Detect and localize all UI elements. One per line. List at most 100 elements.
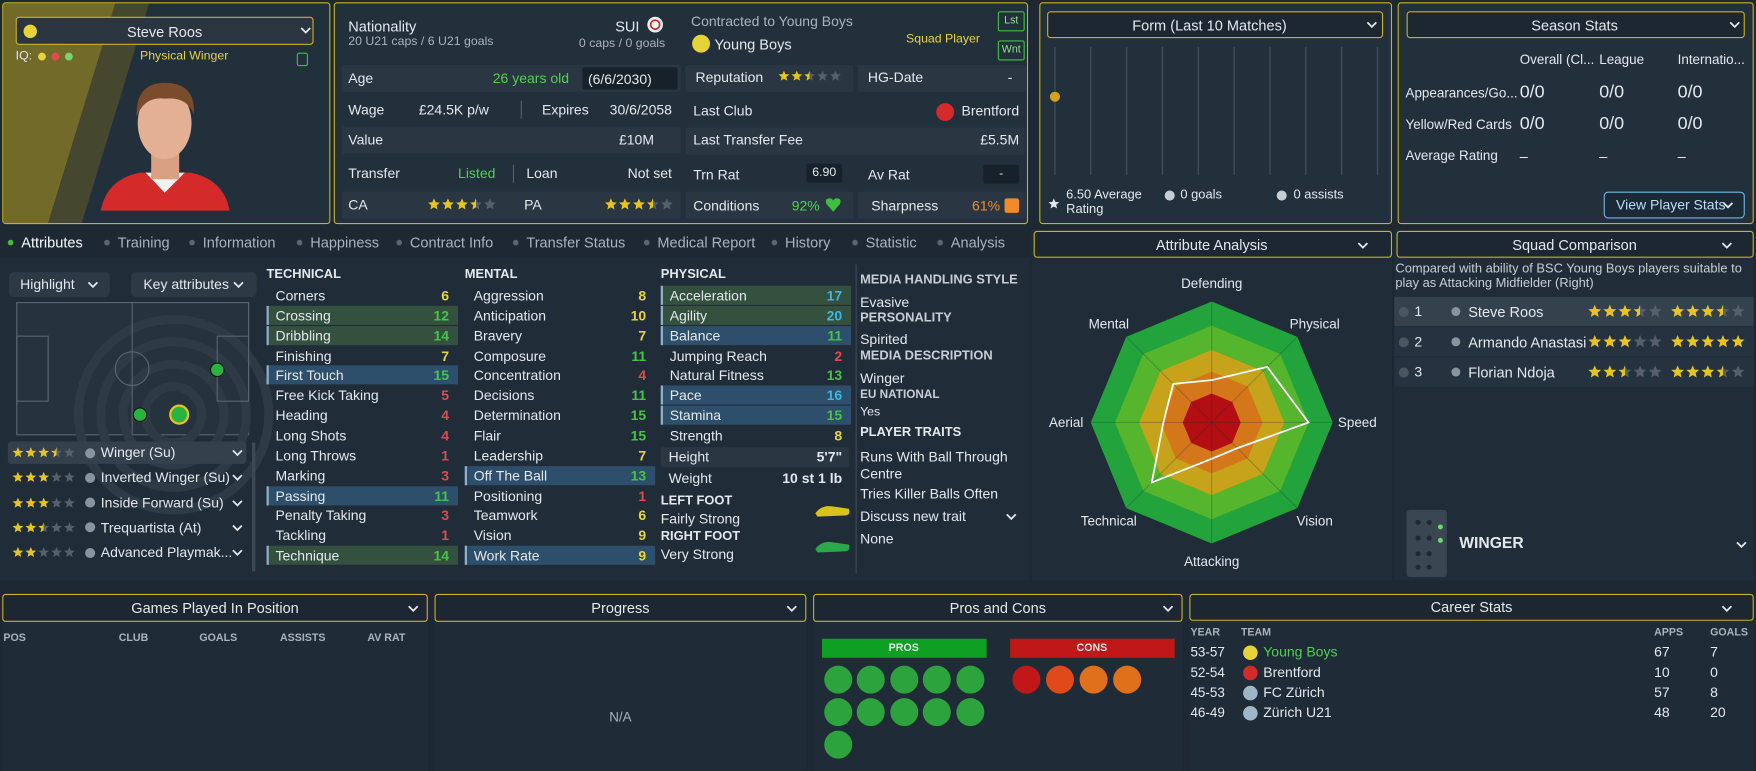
dropdown-chevron[interactable] [1721,605,1732,613]
button-label[interactable]: Lst [1004,14,1019,27]
team-name[interactable]: Brentford [1263,664,1321,681]
dropdown-chevron[interactable] [232,474,243,482]
name-box[interactable] [15,16,314,45]
team-name[interactable]: Zürich U21 [1263,704,1332,721]
header[interactable] [813,593,1183,622]
panel-title[interactable]: Attribute Analysis [1155,236,1268,254]
tab[interactable]: Analysis [950,234,1006,252]
dropdown-chevron[interactable] [300,27,311,35]
axis-label: Mental [1088,316,1129,333]
panel-title[interactable]: Career Stats [1430,598,1513,616]
dropdown-chevron[interactable] [232,549,243,557]
star [1618,365,1632,378]
dropdown-chevron[interactable] [1736,541,1747,549]
tab[interactable]: Information [202,234,276,252]
label: PERSONALITY [860,311,952,325]
radar-axis [1125,336,1298,509]
button[interactable] [997,11,1025,32]
header[interactable] [1406,11,1745,39]
role-name[interactable]: Advanced Playmak... [100,544,233,561]
button-label[interactable]: Wnt [1001,43,1021,57]
header[interactable] [1047,11,1384,39]
role-name[interactable]: Trequartista (At) [100,519,202,536]
star [1048,198,1060,209]
button[interactable] [997,40,1025,61]
axis-label: Vision [1296,512,1333,529]
button-label[interactable]: View Player Stats [1616,197,1726,213]
star [1633,365,1647,378]
dropdown-chevron[interactable] [1006,513,1017,521]
panel-title[interactable]: Games Played In Position [131,599,299,617]
header[interactable] [2,593,428,622]
header[interactable] [1396,230,1754,258]
panel-title[interactable]: Progress [591,599,650,617]
date-box [582,67,678,90]
rating-box [983,164,1020,184]
role-name[interactable]: Inside Forward (Su) [100,494,224,511]
tab[interactable]: Contract Info [409,234,494,252]
person-icon [1451,307,1461,317]
panel-title[interactable]: Season Stats [1531,16,1618,34]
role-name[interactable]: Inverted Winger (Su) [100,469,230,486]
panel-title[interactable]: Squad Comparison [1512,236,1637,254]
star [12,522,24,533]
attribute-value: 10 [630,307,647,324]
dropdown-chevron[interactable] [232,449,243,457]
dropdown-chevron[interactable] [1366,21,1377,29]
tab[interactable]: Medical Report [657,234,756,252]
club-badge [1242,644,1258,660]
select-dot [1398,336,1409,347]
year: 46-49 [1190,704,1225,721]
attribute-value: 14 [433,327,450,344]
dropdown-chevron[interactable] [786,605,797,613]
panel-title[interactable]: Form (Last 10 Matches) [1132,16,1287,34]
dropdown-chevron[interactable] [232,499,243,507]
dropdown-chevron[interactable] [1162,605,1174,613]
attribute-name: Finishing [275,347,332,364]
column-header: Overall (Cl... [1519,51,1595,68]
star [64,447,75,458]
tab[interactable]: Attributes [21,234,83,252]
player-name[interactable]: Florian Ndoja [1468,364,1555,382]
attribute-name: Marking [275,468,326,484]
attribute-name: Natural Fitness [669,367,764,384]
dropdown-chevron[interactable] [1729,21,1740,29]
team-name[interactable]: Young Boys [1263,644,1338,661]
role-name[interactable]: Winger (Su) [100,444,176,461]
dropdown-label[interactable]: Highlight [20,276,75,293]
star [51,522,62,533]
header[interactable] [1189,593,1754,621]
discuss-trait[interactable]: Discuss new trait [860,508,966,525]
header[interactable] [1033,230,1393,258]
tab[interactable]: Happiness [310,234,380,252]
tab[interactable]: Transfer Status [526,234,626,252]
player-name[interactable]: Steve Roos [1468,303,1544,321]
dropdown-chevron[interactable] [232,524,243,532]
attribute-name: Decisions [473,388,535,404]
player-name[interactable]: Armando Anastasi [1468,333,1587,351]
row-bg [341,126,681,154]
label: Very Strong [660,546,734,563]
attribute-value: 2 [834,347,843,364]
dropdown-chevron[interactable] [1357,242,1369,250]
tab[interactable]: Statistic [865,234,917,252]
chevron [1736,541,1747,549]
panel-title[interactable]: Pros and Cons [949,599,1046,617]
label: Trn Rat [693,166,740,183]
star-rating [1671,304,1745,318]
tab[interactable]: Training [117,234,170,252]
attribute-value: 9 [638,528,647,544]
dropdown-label[interactable]: Key attributes [143,276,229,293]
tab[interactable]: History [785,234,831,252]
dropdown[interactable] [8,272,110,297]
chevron [233,281,244,289]
pro-icon [889,665,918,694]
label: Last Club [693,103,753,119]
header[interactable] [434,593,807,622]
dropdown-chevron[interactable] [1721,242,1732,250]
star [12,497,24,508]
dropdown-chevron[interactable] [408,605,419,613]
star-rating [12,497,75,508]
button[interactable] [1603,191,1745,219]
team-name[interactable]: FC Zürich [1263,684,1325,701]
